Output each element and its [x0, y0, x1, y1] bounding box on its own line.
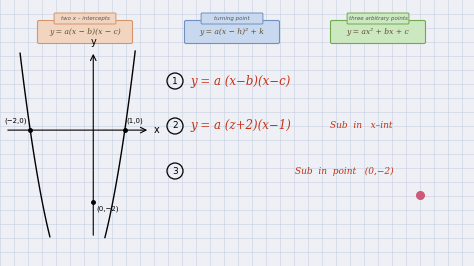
Text: (−2,0): (−2,0) [5, 117, 27, 124]
FancyBboxPatch shape [184, 20, 280, 44]
Text: y = a(x − b)(x − c): y = a(x − b)(x − c) [49, 28, 121, 36]
Text: y = ax² + bx + c: y = ax² + bx + c [346, 28, 410, 36]
Text: three arbitrary points: three arbitrary points [348, 16, 408, 21]
Text: y = a(x − h)² + k: y = a(x − h)² + k [200, 28, 264, 36]
Text: Sub  in   x–int: Sub in x–int [330, 122, 392, 131]
Text: two x – intercepts: two x – intercepts [61, 16, 109, 21]
Text: (1,0): (1,0) [127, 117, 144, 124]
FancyBboxPatch shape [37, 20, 133, 44]
Text: 1: 1 [172, 77, 178, 85]
FancyBboxPatch shape [347, 13, 409, 24]
Text: 2: 2 [172, 122, 178, 131]
Text: y = a (z+2)(x−1): y = a (z+2)(x−1) [190, 119, 291, 132]
FancyBboxPatch shape [54, 13, 116, 24]
Text: y: y [91, 37, 96, 47]
Text: x: x [154, 125, 160, 135]
Text: 3: 3 [172, 167, 178, 176]
Text: (0,−2): (0,−2) [96, 205, 119, 211]
FancyBboxPatch shape [201, 13, 263, 24]
Text: Sub  in  point   (0,−2): Sub in point (0,−2) [295, 167, 393, 176]
FancyBboxPatch shape [330, 20, 426, 44]
Text: y = a (x−b)(x−c): y = a (x−b)(x−c) [190, 74, 291, 88]
Text: turning point: turning point [214, 16, 250, 21]
